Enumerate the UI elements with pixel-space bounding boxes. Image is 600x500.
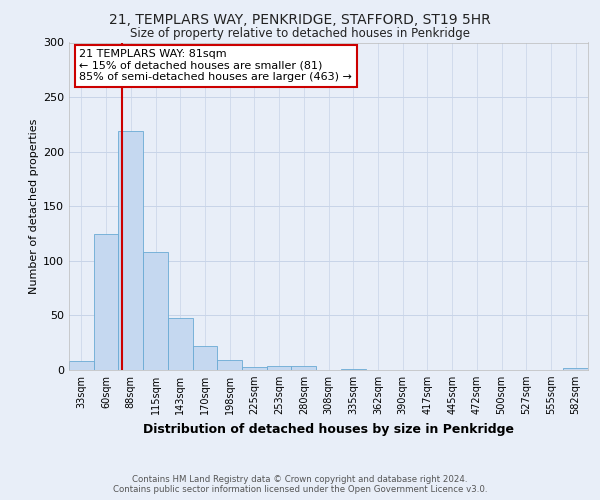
Bar <box>563 368 588 370</box>
Bar <box>341 369 365 370</box>
Bar <box>143 252 168 370</box>
Bar <box>69 362 94 370</box>
Bar <box>242 366 267 370</box>
X-axis label: Distribution of detached houses by size in Penkridge: Distribution of detached houses by size … <box>143 422 514 436</box>
Y-axis label: Number of detached properties: Number of detached properties <box>29 118 39 294</box>
Bar <box>118 131 143 370</box>
Bar <box>217 360 242 370</box>
Bar <box>267 366 292 370</box>
Text: 21, TEMPLARS WAY, PENKRIDGE, STAFFORD, ST19 5HR: 21, TEMPLARS WAY, PENKRIDGE, STAFFORD, S… <box>109 12 491 26</box>
Bar <box>193 346 217 370</box>
Text: 21 TEMPLARS WAY: 81sqm
← 15% of detached houses are smaller (81)
85% of semi-det: 21 TEMPLARS WAY: 81sqm ← 15% of detached… <box>79 49 352 82</box>
Text: Contains HM Land Registry data © Crown copyright and database right 2024.
Contai: Contains HM Land Registry data © Crown c… <box>113 474 487 494</box>
Text: Size of property relative to detached houses in Penkridge: Size of property relative to detached ho… <box>130 28 470 40</box>
Bar <box>168 318 193 370</box>
Bar <box>292 366 316 370</box>
Bar <box>94 234 118 370</box>
